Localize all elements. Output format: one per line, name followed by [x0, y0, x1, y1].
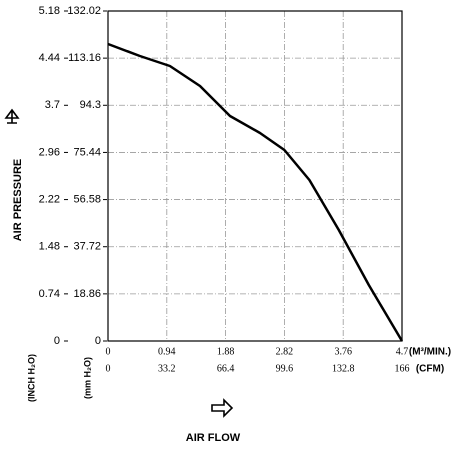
x2-tick-label: 166 — [395, 363, 410, 374]
x-tick-label: 2.82 — [276, 346, 294, 357]
y2-tick-label: 1.48 — [39, 241, 60, 253]
x2-tick-label: 132.8 — [332, 363, 355, 374]
right-arrow-icon — [211, 398, 234, 418]
y-tick-label: 94.3 — [80, 99, 101, 111]
y2-tick-label: 0.74 — [39, 288, 60, 300]
x2-tick-label: 33.2 — [158, 363, 176, 374]
x-tick-label: 3.76 — [334, 346, 352, 357]
y2-tick-label: 2.22 — [39, 193, 60, 205]
x-unit: (M³/MIN.) — [409, 347, 451, 358]
x-axis-title: AIR FLOW — [186, 432, 241, 444]
curve — [107, 42, 404, 342]
x-tick-label: 1.88 — [217, 346, 235, 357]
y-unit: (mm H₂O) — [82, 357, 92, 399]
y-tick-label: 0 — [95, 335, 101, 347]
x2-tick-label: 99.6 — [276, 363, 294, 374]
y2-tick-label: 0 — [54, 335, 60, 347]
x2-tick-label: 66.4 — [217, 363, 235, 374]
plot-frame — [107, 10, 403, 342]
x2-tick-label: 0 — [106, 363, 111, 374]
y-tick-label: 132.02 — [67, 5, 101, 17]
y-axis-title: AIR PRESSURE — [12, 159, 24, 242]
y2-tick-label: 5.18 — [39, 5, 60, 17]
x-tick-label: 0.94 — [158, 346, 176, 357]
y-tick-label: 56.58 — [73, 193, 101, 205]
x2-unit: (CFM) — [416, 364, 444, 375]
y2-tick-label: 4.44 — [39, 52, 60, 64]
y2-unit: (INCH H₂O) — [26, 354, 36, 402]
y2-tick-label: 2.96 — [39, 146, 60, 158]
y-tick-label: 113.16 — [68, 52, 101, 64]
y2-tick-label: 3.7 — [45, 99, 60, 111]
y-tick-label: 37.72 — [73, 241, 101, 253]
y-tick-label: 75.44 — [73, 146, 101, 158]
y-tick-label: 18.86 — [73, 288, 101, 300]
x-tick-label: 4.7 — [396, 346, 409, 357]
x-tick-label: 0 — [106, 346, 111, 357]
up-arrow-icon — [4, 108, 20, 124]
